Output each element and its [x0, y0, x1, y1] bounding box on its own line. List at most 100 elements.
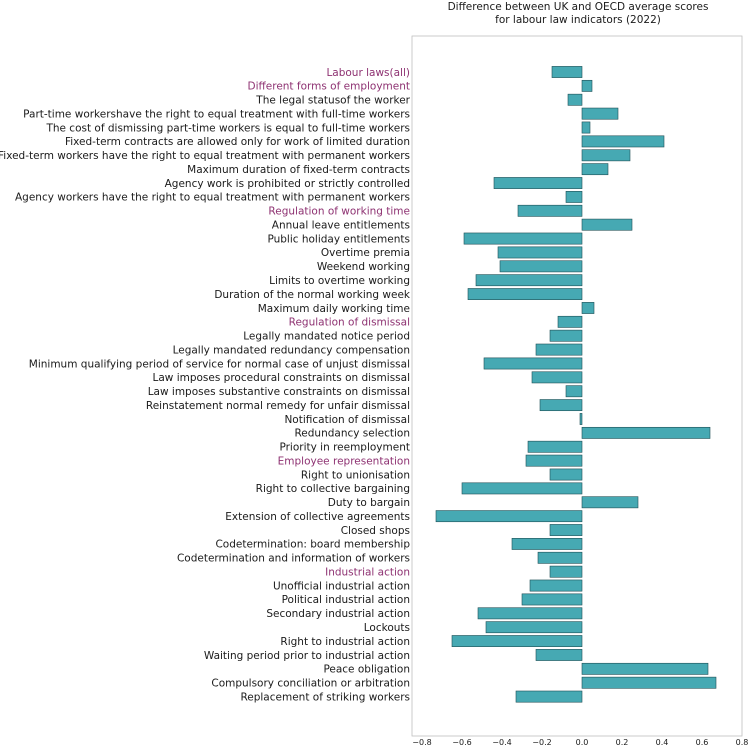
bar-38 — [521, 593, 583, 606]
bar-9 — [565, 191, 583, 203]
category-label: Labour laws(all) — [326, 67, 410, 79]
indicator-label: Public holiday entitlements — [267, 233, 410, 245]
indicator-label: Peace obligation — [323, 664, 410, 676]
x-tick-label: −0.2 — [532, 738, 551, 747]
y-tick-labels: Labour laws(all) Different forms of emplo… — [0, 67, 411, 704]
indicator-label: Part-time workershave the right to equal… — [23, 108, 410, 120]
bar-17 — [581, 302, 595, 314]
bar-6 — [581, 149, 631, 162]
indicator-label: Right to collective bargaining — [256, 483, 410, 495]
plot-frame — [411, 35, 743, 737]
indicator-label: Annual leave entitlements — [272, 219, 410, 231]
indicator-label: Legally mandated notice period — [243, 331, 410, 343]
bar-29 — [549, 468, 583, 481]
bar-26 — [581, 426, 711, 439]
x-tick-label: 0.4 — [656, 738, 669, 747]
bar-40 — [485, 621, 583, 634]
bar-27 — [527, 440, 583, 453]
bar-10 — [517, 204, 583, 217]
bar-12 — [463, 232, 583, 245]
bar-8 — [493, 177, 583, 189]
bar-4 — [581, 121, 591, 134]
category-label: Employee representation — [278, 455, 410, 467]
bar-33 — [549, 524, 583, 536]
x-tick-label: 0.8 — [736, 738, 749, 747]
bar-7 — [581, 163, 609, 176]
bar-39 — [477, 607, 583, 620]
indicator-label: Closed shops — [341, 525, 410, 537]
indicator-label: Political industrial action — [282, 594, 410, 606]
indicator-label: Redundancy selection — [294, 428, 410, 440]
category-label: Different forms of employment — [248, 81, 410, 93]
bar-5 — [581, 135, 665, 148]
bar-2 — [567, 93, 583, 106]
indicator-label: Replacement of striking workers — [240, 691, 410, 703]
bar-43 — [581, 662, 709, 675]
bar-30 — [461, 482, 583, 495]
x-tick-label: −0.8 — [412, 738, 431, 747]
bar-21 — [483, 357, 583, 370]
x-tick-label: −0.6 — [452, 738, 471, 747]
bar-23 — [565, 385, 583, 398]
indicator-label: Fixed-term workers have the right to equ… — [0, 150, 410, 162]
indicator-label: Notification of dismissal — [284, 414, 410, 426]
indicator-label: Duration of the normal working week — [214, 289, 411, 301]
bar-13 — [497, 246, 583, 259]
bar-28 — [525, 454, 583, 467]
bars-group — [435, 66, 717, 703]
bar-45 — [515, 690, 583, 703]
bar-11 — [581, 218, 633, 231]
bar-44 — [581, 676, 717, 689]
bar-3 — [581, 107, 619, 120]
bar-42 — [535, 649, 583, 661]
indicator-label: Unofficial industrial action — [273, 580, 410, 592]
bar-0 — [551, 66, 583, 78]
x-tick-labels: −0.8 −0.6 −0.4 −0.2 0.0 0.2 0.4 0.6 0.8 — [412, 738, 748, 747]
indicator-label: Codetermination: board membership — [215, 539, 410, 551]
indicator-label: Right to industrial action — [280, 636, 410, 648]
indicator-label: Codetermination and information of worke… — [177, 553, 410, 565]
bar-32 — [435, 510, 583, 523]
indicator-label: Law imposes procedural constraints on di… — [152, 372, 410, 384]
bar-25 — [579, 413, 583, 425]
indicator-label: Lockouts — [364, 622, 410, 634]
bar-19 — [549, 329, 583, 342]
indicator-label: Limits to overtime working — [269, 275, 410, 287]
bar-20 — [535, 343, 583, 356]
chart-title-line-1: Difference between UK and OECD average s… — [448, 1, 709, 13]
bar-35 — [537, 551, 583, 564]
indicator-label: Overtime premia — [321, 247, 410, 259]
indicator-label: Legally mandated redundancy compensation — [173, 344, 410, 356]
category-label: Industrial action — [325, 566, 410, 578]
bar-1 — [581, 79, 593, 92]
bar-16 — [467, 288, 583, 300]
bar-41 — [451, 635, 583, 647]
indicator-label: Agency work is prohibited or strictly co… — [165, 178, 410, 190]
bar-24 — [539, 399, 583, 412]
indicator-label: Maximum duration of fixed-term contracts — [187, 164, 410, 176]
indicator-label: Compulsory conciliation or arbitration — [211, 678, 410, 690]
indicator-label: Extension of collective agreements — [225, 511, 410, 523]
indicator-label: Waiting period prior to industrial actio… — [204, 650, 410, 662]
bar-36 — [549, 565, 583, 578]
indicator-label: Priority in reemployment — [279, 442, 410, 454]
x-tick-label: 0.0 — [576, 738, 589, 747]
bar-37 — [529, 579, 583, 592]
indicator-label: Reinstatement normal remedy for unfair d… — [146, 400, 410, 412]
x-tick-label: −0.4 — [492, 738, 511, 747]
bar-34 — [511, 538, 583, 550]
indicator-label: Minimum qualifying period of service for… — [29, 358, 410, 370]
indicator-label: Fixed-term contracts are allowed only fo… — [65, 136, 410, 148]
indicator-label: Right to unionisation — [301, 469, 410, 481]
indicator-label: Law imposes substantive constraints on d… — [148, 386, 410, 398]
indicator-label: The legal statusof the worker — [255, 95, 410, 107]
bar-15 — [475, 274, 583, 287]
indicator-label: Duty to bargain — [328, 497, 410, 509]
category-label: Regulation of dismissal — [289, 317, 410, 329]
category-label: Regulation of working time — [268, 206, 410, 218]
indicator-label: The cost of dismissing part-time workers… — [45, 122, 410, 134]
indicator-label: Maximum daily working time — [258, 303, 410, 315]
indicator-label: Weekend working — [317, 261, 410, 273]
bar-22 — [531, 371, 583, 384]
